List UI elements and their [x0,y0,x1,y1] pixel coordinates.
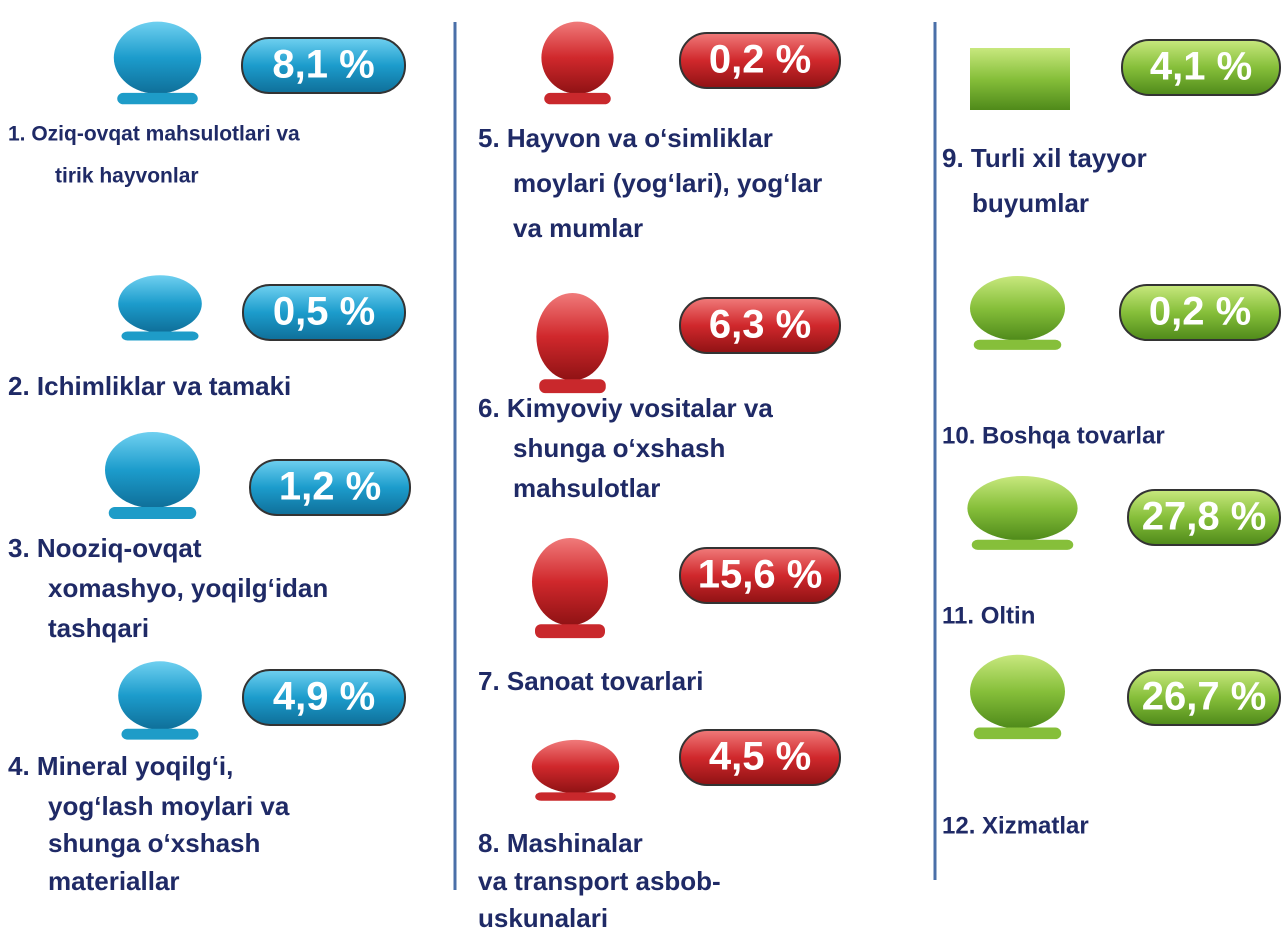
item-label: 7. Sanoat tovarlari [478,666,703,696]
badge [242,284,406,341]
item-label: 6. Kimyoviy vositalar va [478,393,773,423]
icon-shape [532,538,608,626]
icon [970,275,1065,350]
badge-value: 4,1 % [1150,45,1252,89]
item-label: materiallar [48,866,180,896]
icon-shape [536,293,609,381]
badge [679,729,841,786]
item-label: moylari (yog‘lari), yog‘lar [513,168,822,198]
badge [242,669,406,726]
badge [249,459,411,516]
item-label: 8. Mashinalar [478,828,643,858]
badge-value: 0,5 % [273,290,375,334]
icon-shape [539,379,606,394]
item: 1,2 % 3. Nooziq-ovqat xomashyo, yoqilg‘ida… [8,432,411,643]
icon-shape [967,475,1078,541]
icon-shape [973,339,1062,350]
item-label: 5. Hayvon va o‘simliklar [478,123,773,153]
icon-shape [535,792,616,801]
item-label: 3. Nooziq-ovqat [8,533,202,563]
item-label: tashqari [48,613,149,643]
icon-shape [531,739,620,794]
badge-value: 4,9 % [273,675,375,719]
badge [1127,489,1281,546]
icon-shape [541,21,614,94]
badge-value: 1,2 % [279,465,381,509]
icon-shape [121,331,199,341]
item-label: 9. Turli xil tayyor [942,143,1147,173]
badge [1121,39,1281,96]
item-label: 1. Oziq-ovqat mahsulotlari va [8,123,300,146]
item-label: va mumlar [513,213,643,243]
content: 8,1 % 1. Oziq-ovqat mahsulotlari va tirik … [8,21,1281,933]
item-label: 10. Boshqa tovarlar [942,422,1165,449]
badge [679,547,841,604]
item-label: uskunalari [478,903,608,933]
icon [118,275,202,341]
icon-shape [971,539,1074,550]
icon-shape [118,275,202,333]
icon [536,293,609,394]
badge-value: 15,6 % [698,553,823,597]
badge [679,32,841,89]
icon-shape [121,728,199,740]
item: 4,5 % 8. Mashinalar va transport asbob-usk… [478,729,841,933]
item-label: va transport asbob- [478,866,721,896]
icon [118,661,202,740]
item-label: mahsulotlar [513,473,660,503]
item-label: yog‘lash moylari va [48,791,290,821]
badge-value: 27,8 % [1142,495,1267,539]
badge [1119,284,1281,341]
badge [241,37,406,94]
badge [1127,669,1281,726]
badge-value: 0,2 % [709,38,811,82]
item-label: 2. Ichimliklar va tamaki [8,371,291,401]
item-label: xomashyo, yoqilg‘idan [48,573,328,603]
item: 27,8 % 11. Oltin [942,475,1281,629]
icon [105,432,200,519]
icon [531,739,620,801]
item-label: shunga o‘xshash [513,433,725,463]
icon-shape [973,727,1062,740]
icon [967,475,1078,550]
icon-shape [117,92,198,105]
icon-shape [105,432,200,508]
icon-shape [113,21,202,94]
item-label: buyumlar [972,188,1089,218]
badge-value: 0,2 % [1149,290,1251,334]
icon [970,48,1070,110]
icon [113,21,202,105]
item-label: tirik hayvonlar [55,165,199,188]
badge-value: 8,1 % [272,43,374,87]
icon-shape [118,661,202,730]
icon-shape [970,275,1065,341]
icon [970,654,1065,740]
item-label: 4. Mineral yoqilg‘i, [8,751,233,781]
badge-value: 4,5 % [709,735,811,779]
item: 0,2 % 5. Hayvon va o‘simliklar moylari (yo… [478,21,841,243]
badge-value: 26,7 % [1142,675,1267,719]
item-label: 11. Oltin [942,602,1035,629]
item: 0,5 % 2. Ichimliklar va tamaki [8,275,406,401]
icon-shape [535,624,605,639]
icon [532,538,608,639]
badge [679,297,841,354]
icon-shape [544,92,611,105]
item: 6,3 % 6. Kimyoviy vositalar va shunga o‘xs… [478,293,841,503]
item-label: shunga o‘xshash [48,828,260,858]
item: 15,6 % 7. Sanoat tovarlari [478,538,841,696]
icon [541,21,614,105]
item: 4,1 % 9. Turli xil tayyor buyumlar [942,39,1281,218]
icon-shape [108,507,197,519]
item: 0,2 % 10. Boshqa tovarlar [942,275,1281,449]
item-label: 12. Xizmatlar [942,812,1089,839]
item: 8,1 % 1. Oziq-ovqat mahsulotlari va tirik … [8,21,406,188]
icon-shape [970,48,1070,110]
badge-value: 6,3 % [709,303,811,347]
item: 26,7 % 12. Xizmatlar [942,654,1281,839]
icon-shape [970,654,1065,729]
item: 4,9 % 4. Mineral yoqilg‘i, yog‘lash moylar… [8,661,406,896]
